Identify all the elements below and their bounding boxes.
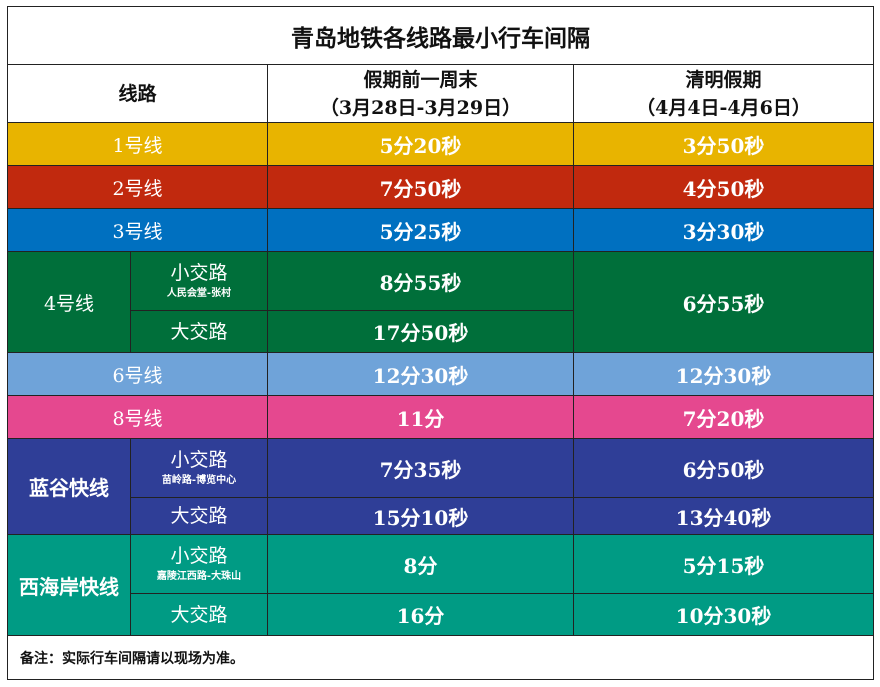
line-name: 3号线: [7, 208, 268, 252]
big-route-label: 大交路: [130, 310, 268, 353]
weekend-interval: 7分35秒: [267, 438, 574, 498]
header-row: 线路 假期前一周末 （3月28日-3月29日） 清明假期 （4月4日-4月6日）: [7, 64, 874, 123]
small-route-label: 小交路: [170, 262, 228, 284]
small-route-label: 小交路: [170, 545, 228, 567]
table-row: 3号线 5分25秒 3分30秒: [7, 208, 874, 252]
line-name: 6号线: [7, 352, 268, 396]
footnote: 备注：实际行车间隔请以现场为准。: [7, 635, 874, 680]
weekend-interval: 15分10秒: [267, 497, 574, 535]
small-route-cell: 小交路苗岭路-博览中心: [130, 438, 268, 498]
qingming-interval: 6分55秒: [573, 251, 874, 353]
qingming-interval: 10分30秒: [573, 593, 874, 636]
line-name: 8号线: [7, 395, 268, 439]
small-route-stations: 嘉陵江西路-大珠山: [156, 571, 242, 582]
weekend-interval: 5分25秒: [267, 208, 574, 252]
qingming-interval: 4分50秒: [573, 165, 874, 209]
table-row: 6号线 12分30秒 12分30秒: [7, 352, 874, 396]
small-route-cell: 小交路人民会堂-张村: [130, 251, 268, 311]
weekend-interval: 12分30秒: [267, 352, 574, 396]
weekend-interval: 17分50秒: [267, 310, 574, 353]
qingming-interval: 12分30秒: [573, 352, 874, 396]
table-title: 青岛地铁各线路最小行车间隔: [7, 6, 874, 65]
line-name: 2号线: [7, 165, 268, 209]
header-line: 线路: [7, 64, 268, 123]
table-row: 蓝谷快线 小交路苗岭路-博览中心 7分35秒 6分50秒: [7, 438, 874, 535]
weekend-interval: 11分: [267, 395, 574, 439]
table-row: 8号线 11分 7分20秒: [7, 395, 874, 439]
table-row: 西海岸快线 小交路嘉陵江西路-大珠山 8分 5分15秒: [7, 534, 874, 636]
weekend-interval: 8分: [267, 534, 574, 594]
qingming-interval: 3分30秒: [573, 208, 874, 252]
header-qingming: 清明假期 （4月4日-4月6日）: [573, 64, 874, 123]
table-row: 2号线 7分50秒 4分50秒: [7, 165, 874, 209]
weekend-interval: 8分55秒: [267, 251, 574, 311]
line-name: 1号线: [7, 122, 268, 166]
small-route-cell: 小交路嘉陵江西路-大珠山: [130, 534, 268, 594]
table-row: 大交路 16分 10分30秒: [7, 593, 874, 636]
interval-table: 青岛地铁各线路最小行车间隔 线路 假期前一周末 （3月28日-3月29日） 清明假…: [7, 6, 874, 680]
big-route-label: 大交路: [130, 593, 268, 636]
weekend-interval: 7分50秒: [267, 165, 574, 209]
weekend-interval: 16分: [267, 593, 574, 636]
line-name: 西海岸快线: [7, 534, 131, 636]
table-row: 4号线 小交路人民会堂-张村 8分55秒 6分55秒: [7, 251, 874, 353]
line-name: 蓝谷快线: [7, 438, 131, 535]
small-route-stations: 人民会堂-张村: [166, 288, 232, 299]
small-route-label: 小交路: [170, 449, 228, 471]
weekend-interval: 5分20秒: [267, 122, 574, 166]
header-weekend-title: 假期前一周末: [363, 68, 478, 91]
qingming-interval: 3分50秒: [573, 122, 874, 166]
header-qingming-title: 清明假期: [685, 68, 762, 91]
big-route-label: 大交路: [130, 497, 268, 535]
table-row: 大交路 15分10秒 13分40秒: [7, 497, 874, 535]
qingming-interval: 7分20秒: [573, 395, 874, 439]
table-row: 1号线 5分20秒 3分50秒: [7, 122, 874, 166]
line-name: 4号线: [7, 251, 131, 353]
small-route-stations: 苗岭路-博览中心: [161, 475, 237, 486]
qingming-interval: 13分40秒: [573, 497, 874, 535]
qingming-interval: 6分50秒: [573, 438, 874, 498]
qingming-interval: 5分15秒: [573, 534, 874, 594]
header-weekend-dates: （3月28日-3月29日）: [319, 96, 522, 119]
header-weekend: 假期前一周末 （3月28日-3月29日）: [267, 64, 574, 123]
header-qingming-dates: （4月4日-4月6日）: [636, 96, 811, 119]
